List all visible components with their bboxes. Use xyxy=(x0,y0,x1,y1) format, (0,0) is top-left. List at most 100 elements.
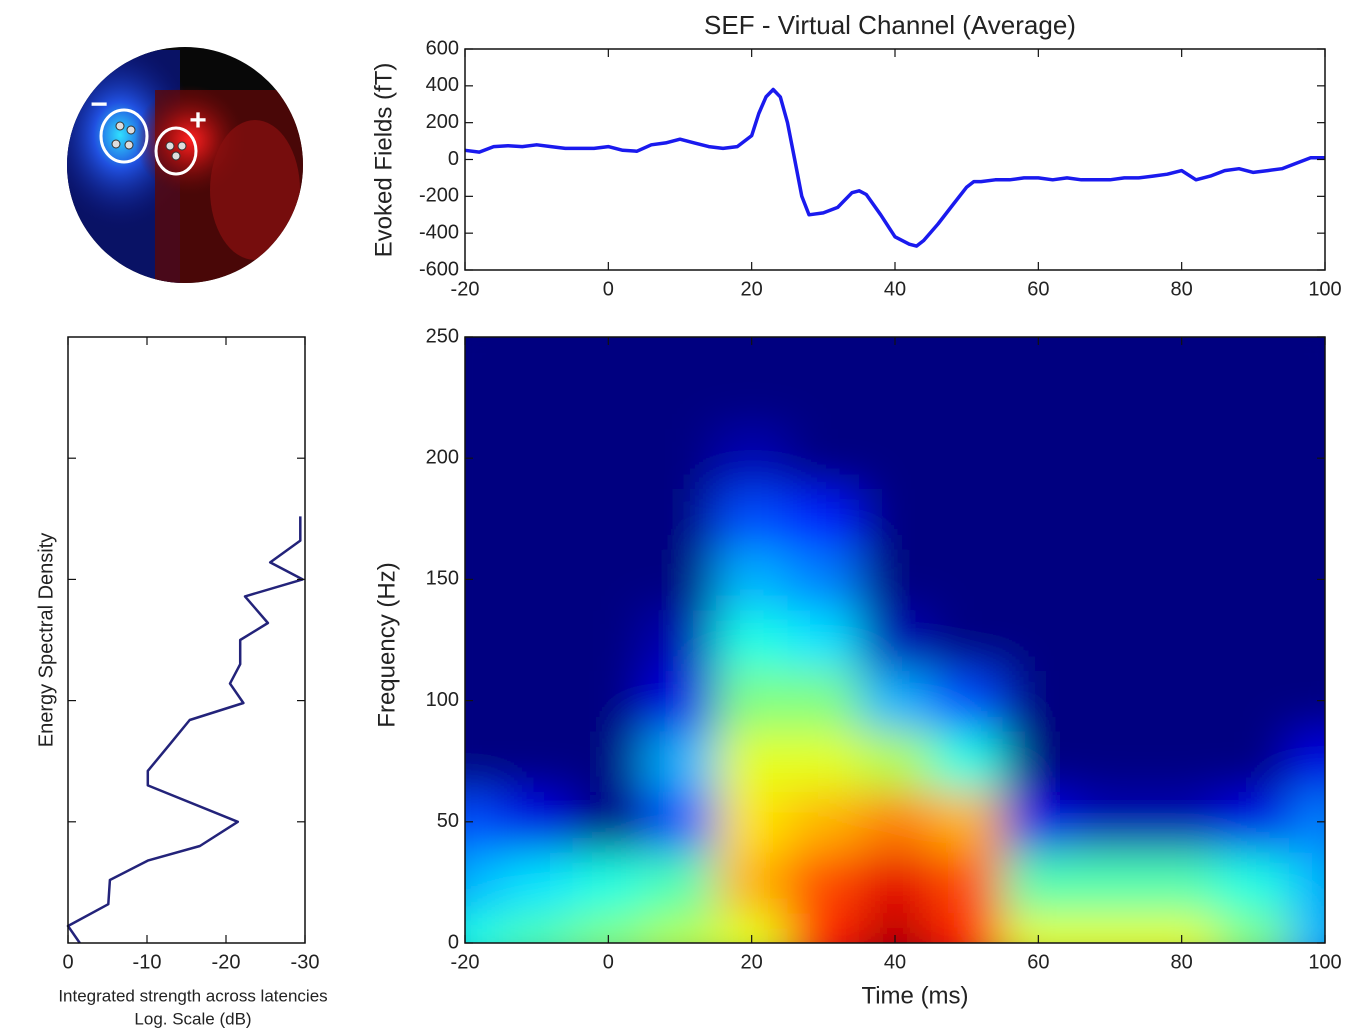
sensor-ring xyxy=(154,126,198,176)
heatmap-cell xyxy=(1217,912,1290,943)
x-tick-label: 20 xyxy=(741,951,763,973)
data-line xyxy=(464,87,1325,248)
heatmap-cell xyxy=(1145,670,1218,732)
x-tick-label: 60 xyxy=(1027,278,1049,300)
heatmap-cell xyxy=(1074,730,1147,792)
heatmap-cell xyxy=(715,730,788,792)
x-tick-label: 0 xyxy=(62,951,73,973)
heatmap-cell xyxy=(715,609,788,671)
heatmap-cell xyxy=(1217,488,1290,550)
y-tick-label: 600 xyxy=(426,37,459,59)
heatmap-cell xyxy=(644,730,717,792)
heatmap-cell xyxy=(787,549,860,611)
heatmap-cell xyxy=(1145,791,1218,853)
heatmap-cell xyxy=(465,609,502,671)
heatmap-cell xyxy=(787,730,860,792)
x-tick-label: 80 xyxy=(1171,951,1193,973)
heatmap-cell xyxy=(572,791,645,853)
heatmap-cell xyxy=(859,852,932,914)
heatmap-cell xyxy=(644,427,717,489)
y-tick-label: 100 xyxy=(426,689,459,711)
y-tick-label: -600 xyxy=(419,258,459,280)
y-tick-label: 400 xyxy=(426,74,459,96)
heatmap-cell xyxy=(465,852,502,914)
heatmap-cell xyxy=(859,670,932,732)
heatmap-cell xyxy=(787,912,860,943)
heatmap-cell xyxy=(859,367,932,429)
x-tick-label: -20 xyxy=(451,951,480,973)
heatmap-cell xyxy=(1217,730,1290,792)
heatmap-cell xyxy=(1002,549,1075,611)
heatmap-cell xyxy=(644,367,717,429)
heatmap-cell xyxy=(644,488,717,550)
y-tick-label: -200 xyxy=(419,185,459,207)
heatmap-cell xyxy=(1145,852,1218,914)
heatmap-cell xyxy=(715,367,788,429)
heatmap-cell xyxy=(1074,488,1147,550)
heatmap-cell xyxy=(930,337,1003,368)
y-tick-label: -400 xyxy=(419,221,459,243)
heatmap xyxy=(465,337,1325,943)
heatmap-cell xyxy=(787,427,860,489)
heatmap-cell xyxy=(500,852,573,914)
heatmap-cell xyxy=(930,670,1003,732)
heatmap-cell xyxy=(1002,488,1075,550)
heatmap-cell xyxy=(644,337,717,368)
heatmap-cell xyxy=(572,427,645,489)
y-axis-label: Evoked Fields (fT) xyxy=(370,63,397,258)
heatmap-cell xyxy=(1289,367,1325,429)
heatmap-cell xyxy=(715,549,788,611)
heatmap-cell xyxy=(1074,367,1147,429)
heatmap-cell xyxy=(1289,337,1325,368)
y-axis-label: Frequency (Hz) xyxy=(373,562,400,727)
heatmap-cell xyxy=(572,488,645,550)
heatmap-cell xyxy=(859,609,932,671)
heatmap-cell xyxy=(1289,730,1325,792)
heatmap-cell xyxy=(1145,609,1218,671)
heatmap-cell xyxy=(500,337,573,368)
y-tick-label: 250 xyxy=(426,325,459,347)
heatmap-cell xyxy=(644,609,717,671)
x-tick-label: 100 xyxy=(1308,278,1341,300)
heatmap-cell xyxy=(1289,852,1325,914)
plot-frame xyxy=(67,336,306,944)
heatmap-cell xyxy=(1074,427,1147,489)
heatmap-cell xyxy=(787,337,860,368)
x-tick-label: 40 xyxy=(884,951,906,973)
heatmap-cell xyxy=(1002,730,1075,792)
heatmap-cell xyxy=(715,488,788,550)
heatmap-cell xyxy=(1002,609,1075,671)
heatmap-cell xyxy=(644,912,717,943)
heatmap-cell xyxy=(930,852,1003,914)
heatmap-clip xyxy=(465,337,1325,943)
heatmap-cell xyxy=(500,730,573,792)
heatmap-cell xyxy=(465,337,502,368)
heatmap-cell xyxy=(787,791,860,853)
y-axis-label: Energy Spectral Density xyxy=(35,533,57,748)
heatmap-cell xyxy=(1074,912,1147,943)
heatmap-cell xyxy=(500,427,573,489)
y-tick-label: 0 xyxy=(448,148,459,170)
heatmap-cell xyxy=(1002,367,1075,429)
heatmap-cell xyxy=(1145,367,1218,429)
y-tick-label: 50 xyxy=(437,810,459,832)
heatmap-cell xyxy=(644,791,717,853)
heatmap-cell xyxy=(1145,488,1218,550)
heatmap-cell xyxy=(1074,549,1147,611)
heatmap-cell xyxy=(572,367,645,429)
heatmap-cell xyxy=(787,488,860,550)
heatmap-cell xyxy=(787,670,860,732)
heatmap-cell xyxy=(1002,670,1075,732)
chart-title: SEF - Virtual Channel (Average) xyxy=(704,10,1076,40)
heatmap-cell xyxy=(1074,609,1147,671)
heatmap-cell xyxy=(715,791,788,853)
heatmap-cell xyxy=(572,549,645,611)
heatmap-cell xyxy=(500,912,573,943)
heatmap-cell xyxy=(1217,549,1290,611)
data-line xyxy=(66,516,304,944)
heatmap-cell xyxy=(500,791,573,853)
heatmap-cell xyxy=(644,670,717,732)
topomap: − + xyxy=(67,47,303,283)
heatmap-cell xyxy=(930,730,1003,792)
